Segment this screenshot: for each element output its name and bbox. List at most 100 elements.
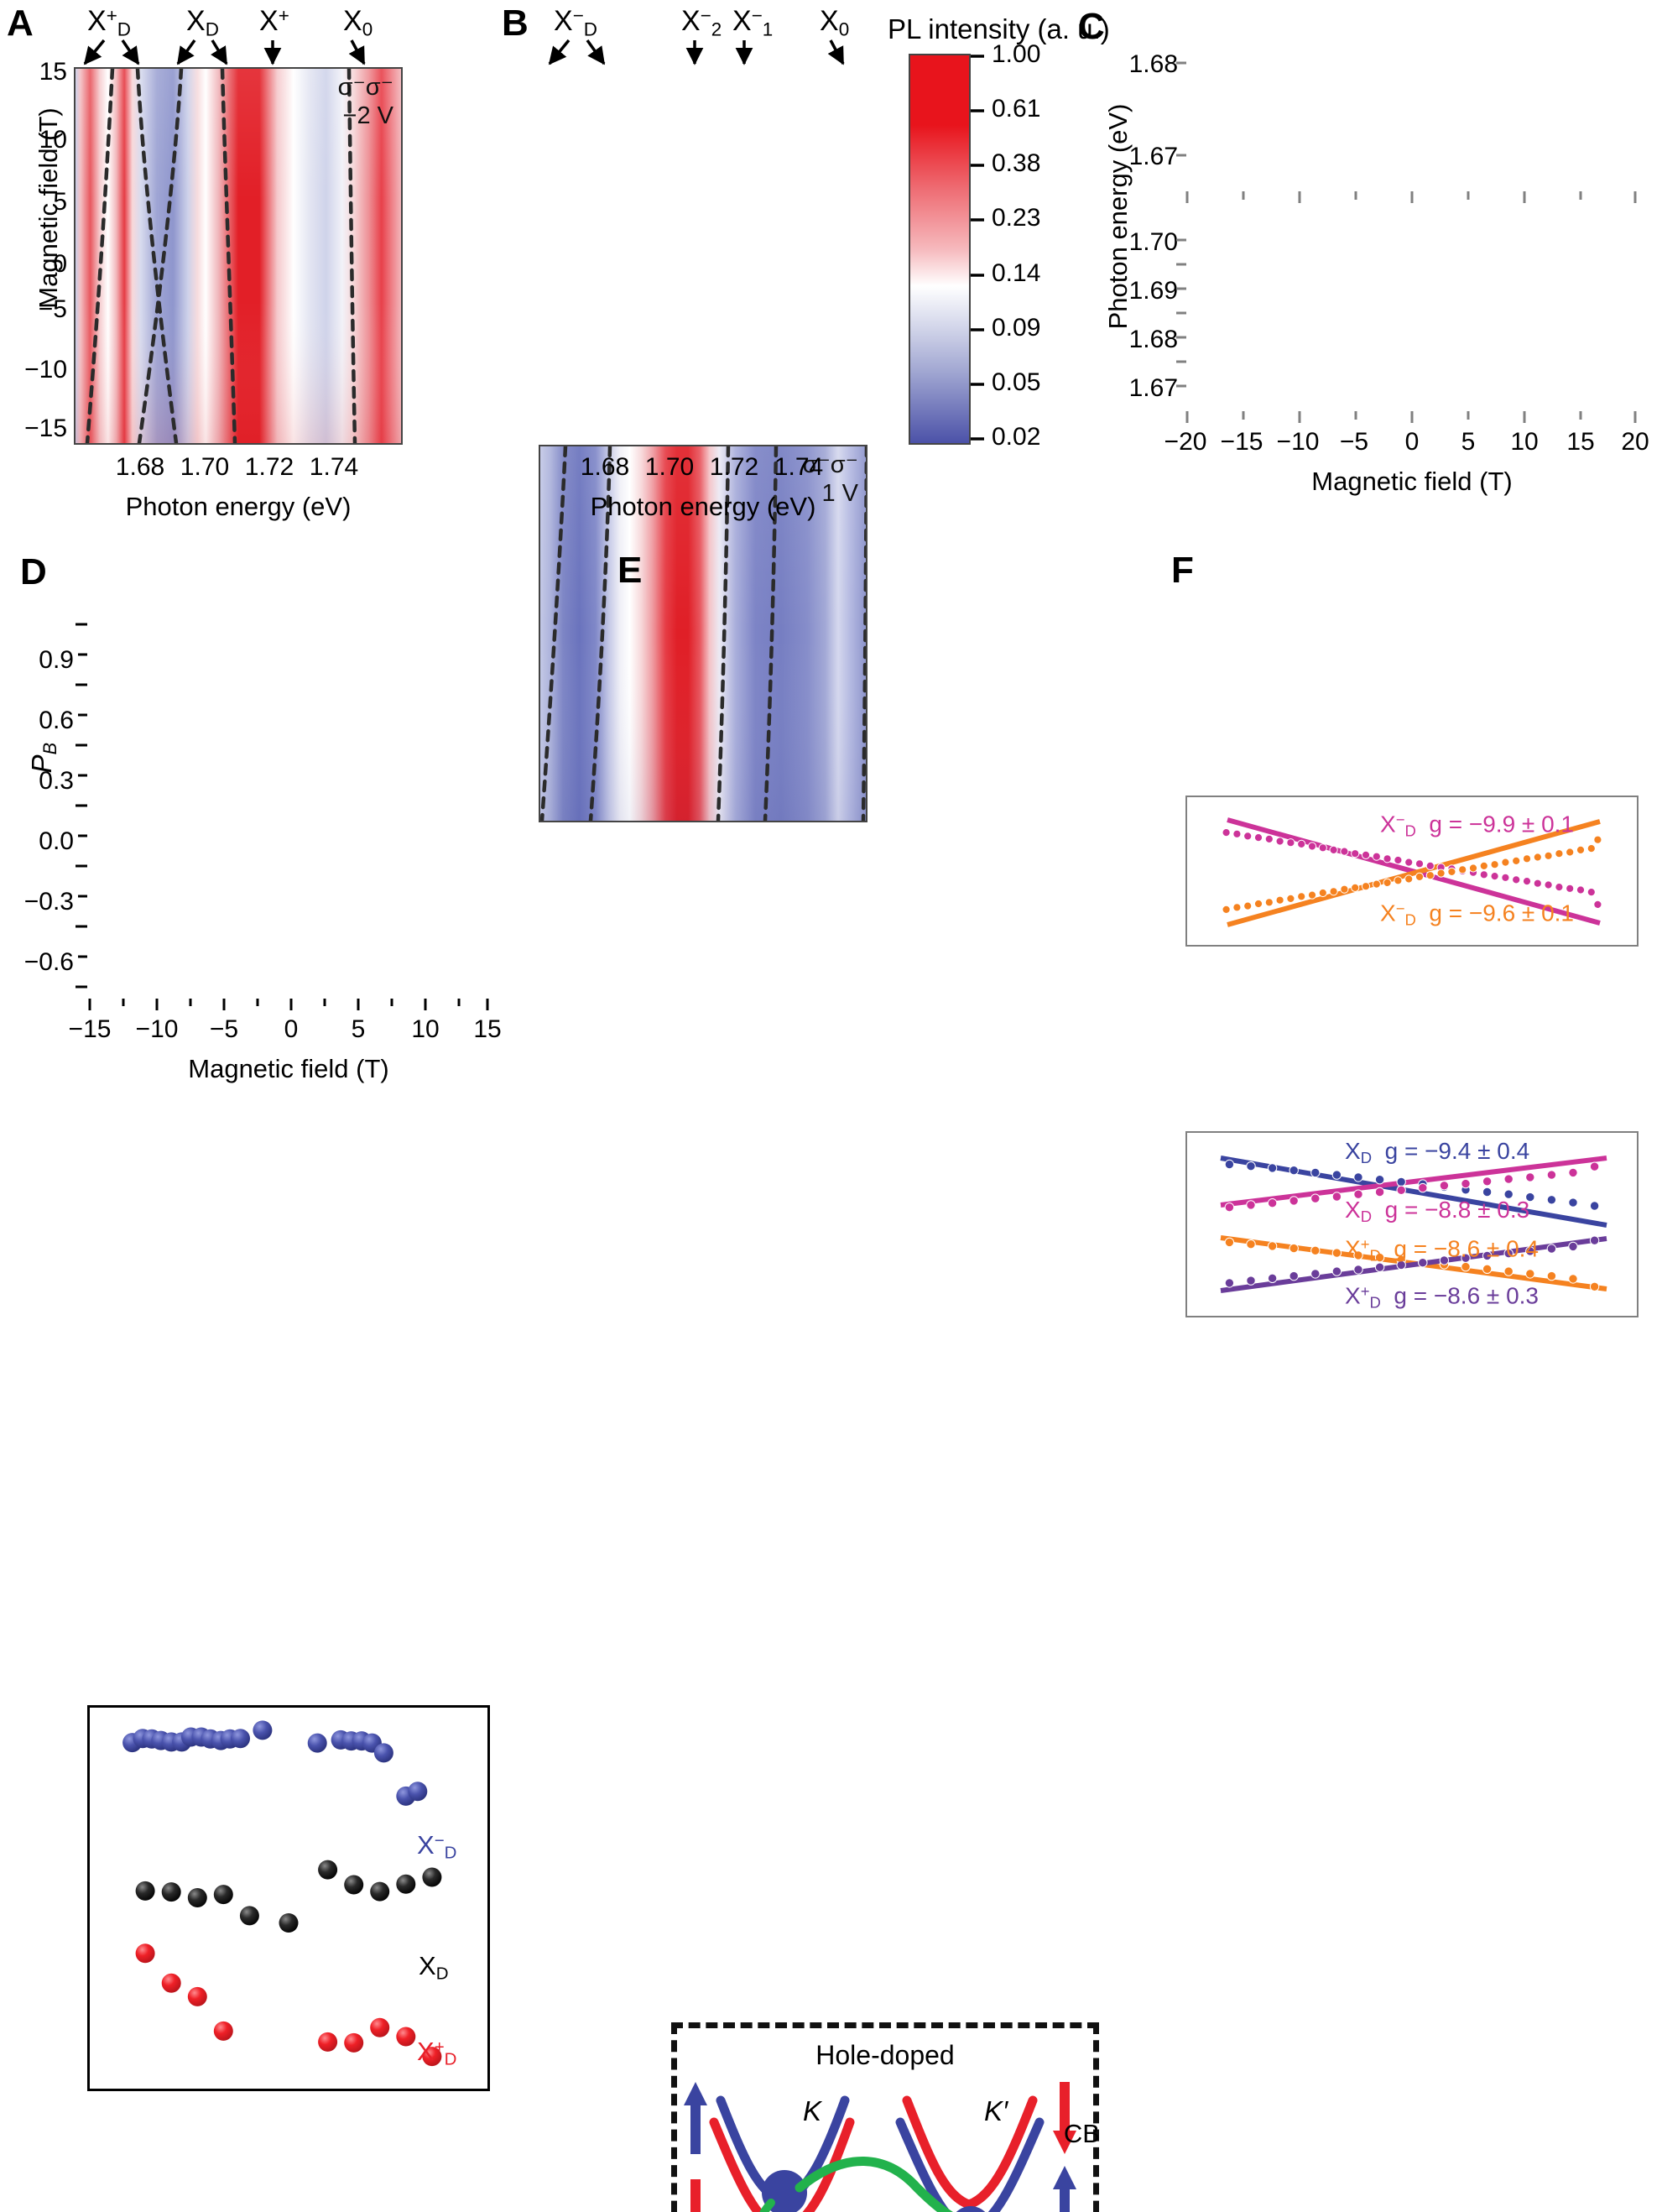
colorbar-tick-2: 0.38 [992, 149, 1041, 177]
panel-d-xtick-5: 10 [411, 1015, 440, 1043]
panel-a-ytick-6: −15 [24, 415, 67, 442]
panel-d-xtick-4: 5 [351, 1015, 366, 1043]
panel-c-top-ytick-marks [1176, 61, 1186, 157]
panel-e-diagram[interactable]: Hole-doped [671, 2022, 1100, 2212]
panel-c-xlabel: Magnetic field (T) [1311, 467, 1513, 496]
colorbar-tick-1: 0.61 [992, 95, 1041, 123]
panel-c-bot-ytick-3: 1.67 [1128, 374, 1178, 402]
panel-d-plot[interactable]: X−D XD X+D [87, 1705, 490, 2091]
panel-c-top-ytick-0: 1.68 [1128, 50, 1178, 78]
colorbar-tick-5: 0.09 [992, 314, 1041, 342]
colorbar-tick-4: 0.14 [992, 259, 1041, 287]
colorbar-tick-7: 0.02 [992, 423, 1041, 451]
panel-c-bot-ytick-2: 1.68 [1128, 326, 1178, 353]
panel-c-annotation-xdminus-orange: X−D g = −9.6 ± 0.1 [1380, 900, 1574, 929]
panel-d-xtick-0: −15 [68, 1015, 112, 1043]
panel-a-map-image [76, 69, 401, 443]
panel-d-ytick-2: 0.3 [39, 767, 74, 795]
panel-c-xtick-2: −10 [1276, 428, 1320, 456]
panel-a-ytick-2: 5 [53, 188, 67, 216]
panel-a-xtick-2: 1.72 [244, 453, 294, 481]
panel-a-xlabel: Photon energy (eV) [125, 492, 352, 521]
panel-c-annotation-xdplus-purple: X+D g = −8.6 ± 0.3 [1345, 1282, 1539, 1312]
panel-d-xlabel: Magnetic field (T) [188, 1054, 389, 1083]
colorbar-tick-6: 0.05 [992, 368, 1041, 396]
panel-c-xtick-0: −20 [1164, 428, 1207, 456]
annotation-x1-minus-b: X−1 [732, 5, 774, 40]
panel-c-top-plot[interactable]: X−D g = −9.9 ± 0.1 X−D g = −9.6 ± 0.1 [1185, 796, 1639, 947]
panel-d-ytick-1: 0.6 [39, 707, 74, 734]
panel-d-ytick-4: −0.3 [23, 888, 74, 916]
panel-a-xtick-3: 1.74 [309, 453, 359, 481]
panel-e-valley-k: K [803, 2095, 822, 2126]
panel-d-xtick-1: −10 [135, 1015, 179, 1043]
colorbar-ticks [971, 55, 984, 441]
panel-d-letter: D [20, 551, 47, 592]
panel-a-colormap[interactable]: σ⁻σ⁻ −2 V [74, 67, 403, 445]
panel-b-xtick-3: 1.74 [774, 453, 824, 481]
panel-c-top-svg [1222, 817, 1602, 927]
series-xdminus-orange [1227, 819, 1601, 927]
panel-b-letter: B [502, 3, 529, 44]
panel-c-bot-ytick-1: 1.69 [1128, 277, 1178, 305]
panel-b-xtick-0: 1.68 [580, 453, 630, 481]
panel-e-title: Hole-doped [815, 2040, 955, 2070]
panel-c-annotation-xd-magenta: XD g = −8.8 ± 0.3 [1345, 1197, 1530, 1226]
annotation-x0-b: X0 [820, 5, 850, 40]
panel-d-ytick-0: 0.9 [39, 646, 74, 674]
panel-d-ytick-3: 0.0 [39, 827, 74, 855]
panel-c-bottom-xticks [1185, 411, 1637, 423]
panel-a-ytick-1: 10 [39, 126, 67, 154]
panel-b-xlabel: Photon energy (eV) [590, 492, 816, 521]
panel-e-cb-label: CB [1063, 2119, 1100, 2148]
panel-d-xtick-6: 15 [473, 1015, 502, 1043]
panel-c-mid-xticks [1185, 191, 1637, 203]
panel-d-svg [122, 1720, 442, 2067]
panel-c-bot-ytick-0: 1.70 [1128, 228, 1178, 256]
panel-c-xtick-4: 0 [1404, 428, 1420, 456]
colorbar-tick-0: 1.00 [992, 40, 1041, 68]
panel-d-xtick-3: 0 [284, 1015, 299, 1043]
panel-c-xtick-3: −5 [1339, 428, 1369, 456]
colorbar [909, 54, 971, 445]
annotation-x2-minus-b: X−2 [681, 5, 722, 40]
panel-c-annotation-xd-blue: XD g = −9.4 ± 0.4 [1345, 1138, 1530, 1167]
panel-d-label-xd: XD [419, 1951, 449, 1984]
panel-b-arrows [548, 39, 845, 65]
annotation-xd-a: XD [186, 5, 219, 40]
panel-c-ylabel: Photon energy (eV) [1103, 103, 1133, 330]
panel-a-arrows [83, 39, 366, 65]
panel-b-colormap[interactable]: σ⁻σ⁻ 1 V [539, 445, 867, 822]
annotation-xd-minus-b: X−D [554, 5, 598, 40]
panel-b-voltage: 1 V [821, 480, 858, 507]
panel-e-valley-kprime: K′ [984, 2095, 1008, 2126]
panel-d-xtick-marks [88, 999, 489, 1010]
cb-right-electron [956, 2206, 986, 2212]
panel-c-top-ytick-1: 1.67 [1128, 143, 1178, 170]
colorbar-title: PL intensity (a. u.) [888, 13, 1110, 44]
panel-b-xtick-2: 1.72 [709, 453, 759, 481]
panel-a-ytick-0: 15 [39, 58, 67, 86]
panel-d-ytick-5: −0.6 [23, 948, 74, 976]
panel-e-letter: E [617, 550, 643, 591]
panel-a-voltage: −2 V [342, 102, 393, 129]
panel-a-xtick-0: 1.68 [115, 453, 165, 481]
colorbar-tick-3: 0.23 [992, 204, 1041, 232]
panel-c-annotation-xdplus-orange: X+D g = −8.6 ± 0.4 [1345, 1235, 1539, 1265]
panel-c-bottom-plot[interactable]: XD g = −9.4 ± 0.4 XD g = −8.8 ± 0.3 X+D … [1185, 1131, 1639, 1317]
annotation-x-plus-a: X+ [259, 5, 289, 38]
panel-c-xtick-7: 15 [1566, 428, 1595, 456]
panel-c-xtick-6: 10 [1510, 428, 1539, 456]
panel-b-xtick-1: 1.70 [644, 453, 695, 481]
annotation-x0-a: X0 [343, 5, 373, 40]
colorbar-gradient [910, 55, 969, 443]
panel-c-bot-ytick-marks [1176, 238, 1186, 388]
panel-a-ytick-4: −5 [38, 295, 67, 323]
panel-f-letter: F [1171, 550, 1194, 591]
panel-d-label-xdplus: X+D [417, 2037, 457, 2069]
panel-c-xtick-1: −15 [1220, 428, 1263, 456]
panel-d-xtick-2: −5 [209, 1015, 239, 1043]
panel-d-ytick-marks [76, 623, 87, 989]
panel-d-label-xdminus: X−D [417, 1830, 457, 1863]
panel-a-letter: A [7, 3, 34, 44]
